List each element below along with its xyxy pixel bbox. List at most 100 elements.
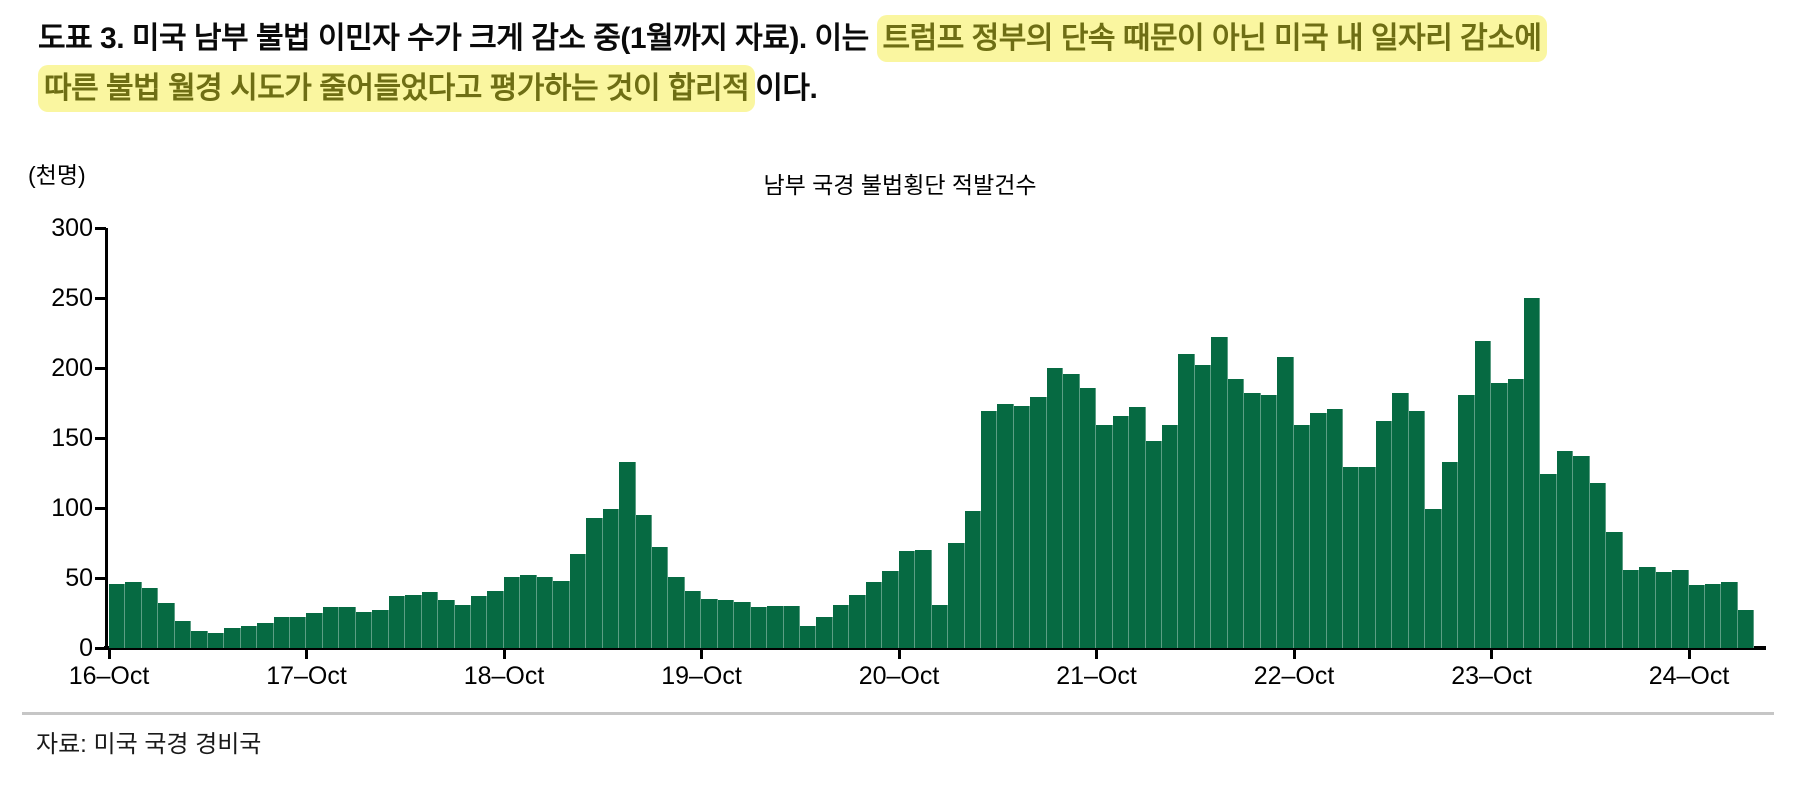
bar (750, 607, 768, 648)
bar (964, 510, 982, 648)
bar (306, 613, 323, 648)
y-axis-unit-label: (천명) (28, 162, 86, 188)
y-axis-tick (95, 436, 106, 440)
x-axis-tick-label: 24–Oct (1648, 662, 1730, 690)
y-axis-tick (95, 506, 106, 510)
bar (1507, 379, 1524, 648)
bar (767, 606, 784, 648)
bar (997, 404, 1014, 648)
bar (553, 580, 570, 648)
y-axis-tick-label: 100 (51, 494, 93, 522)
x-axis-tick-label: 23–Oct (1451, 662, 1532, 690)
x-axis-tick (1095, 650, 1098, 659)
bar (1277, 356, 1294, 648)
bar (388, 596, 406, 648)
bar (734, 601, 751, 648)
bar (207, 632, 225, 648)
bar (586, 517, 603, 648)
bar (981, 411, 998, 648)
y-axis-tick-label: 200 (51, 354, 93, 382)
bar (1227, 379, 1245, 648)
bar (1573, 456, 1590, 648)
y-axis-tick-label: 150 (51, 424, 93, 452)
bar (1672, 569, 1689, 648)
x-axis-tick-label: 22–Oct (1253, 662, 1335, 690)
y-axis-tick-label: 250 (51, 284, 93, 312)
bar (1013, 405, 1031, 648)
bar (1655, 572, 1673, 648)
bar (224, 628, 241, 648)
bar (438, 600, 455, 648)
bar (1737, 610, 1755, 648)
bar (536, 576, 554, 648)
x-axis-tick (502, 650, 506, 659)
bar (1129, 407, 1146, 648)
bar (569, 554, 587, 648)
bar (1030, 397, 1047, 648)
bar (372, 610, 389, 648)
bar (668, 576, 685, 648)
bar (1540, 474, 1557, 648)
x-axis-tick (1687, 650, 1691, 659)
x-axis-line (104, 646, 1766, 650)
bar (602, 509, 620, 648)
bar (1211, 337, 1228, 648)
bar (849, 594, 866, 648)
bar (1260, 394, 1278, 648)
x-axis-tick-label: 19–Oct (661, 662, 742, 690)
bar (1721, 582, 1738, 648)
y-axis-tick (95, 296, 106, 300)
bar (289, 617, 307, 648)
bar (1425, 509, 1442, 648)
bar (1523, 298, 1541, 648)
bar (1458, 394, 1475, 648)
bar (1556, 450, 1574, 648)
x-axis-tick-label: 21–Oct (1056, 662, 1137, 690)
bar (701, 599, 718, 648)
bar (882, 571, 899, 648)
bar (322, 607, 340, 648)
x-axis-tick-label: 16–Oct (68, 662, 150, 690)
bar (1441, 461, 1459, 648)
bar (1474, 341, 1492, 648)
bar (1244, 393, 1261, 648)
bar (1178, 354, 1195, 648)
bar (1704, 583, 1722, 648)
bar (355, 611, 373, 648)
figure-title-highlight-2: 따른 불법 월경 시도가 줄어들었다고 평가하는 것이 합리적 (38, 65, 756, 112)
bar (1112, 415, 1130, 648)
bar (240, 625, 258, 648)
x-axis-tick (305, 650, 308, 659)
y-axis-tick (95, 576, 106, 580)
bar (503, 576, 521, 648)
bar (257, 622, 274, 648)
bar (1392, 393, 1409, 648)
bar (635, 515, 652, 648)
bar (898, 551, 916, 648)
bar (1079, 387, 1097, 648)
bar (273, 617, 290, 648)
y-axis-tick-label: 300 (51, 214, 93, 242)
bar (125, 582, 142, 648)
bar (1310, 412, 1327, 648)
bar (783, 606, 801, 648)
x-axis-tick (107, 650, 111, 659)
bar (405, 594, 422, 648)
figure-title-suffix: 이다. (755, 72, 818, 105)
bars-container (109, 228, 1755, 648)
x-axis-tick (700, 650, 703, 659)
bar (1491, 383, 1508, 648)
x-axis-tick (1490, 650, 1493, 659)
bar (339, 607, 356, 648)
bar (865, 582, 883, 648)
bar (1622, 569, 1640, 648)
bar (174, 621, 192, 648)
bar (1162, 425, 1179, 648)
y-axis-tick (95, 226, 106, 230)
bar (1639, 566, 1656, 648)
x-axis-tick (897, 650, 901, 659)
y-axis-line (105, 228, 108, 650)
figure-title: 도표 3. 미국 남부 불법 이민자 수가 크게 감소 중(1월까지 자료). … (38, 14, 1778, 114)
y-axis-tick (95, 366, 106, 370)
bar (421, 592, 439, 648)
